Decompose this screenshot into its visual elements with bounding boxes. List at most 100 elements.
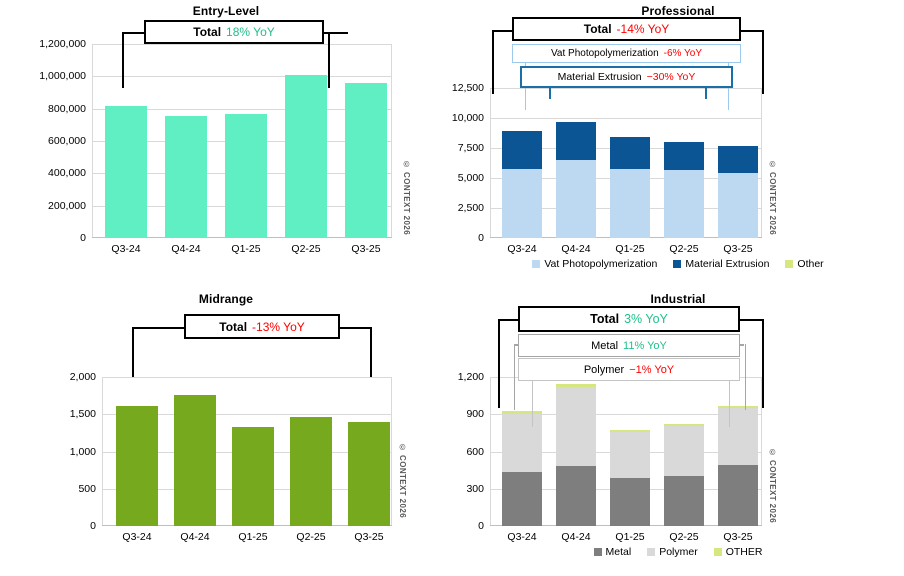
callout-value: -13% YoY — [252, 319, 305, 334]
segment-vat-photopolymerization — [718, 173, 758, 238]
y-tick-label: 900 — [466, 408, 484, 421]
callout-bracket-ind-total-top-left — [498, 319, 520, 321]
y-tick-label: 400,000 — [48, 167, 86, 180]
callout-pro-material-extrusion: Material Extrusion −30% YoY — [520, 66, 733, 88]
callout-ind-polymer: Polymer −1% YoY — [518, 358, 740, 381]
bar-q3-24 — [502, 410, 542, 526]
plot-professional: 12,500 10,000 7,500 5,000 2,500 0 — [452, 82, 762, 255]
y-tick-label: 1,200 — [457, 371, 484, 383]
watermark-copyright: © CONTEXT 2026 — [398, 443, 407, 519]
segment-material-extrusion — [718, 146, 758, 174]
y-tick-label: 2,500 — [457, 202, 484, 214]
x-tick-label: Q3-25 — [351, 243, 381, 255]
legend-swatch-icon — [785, 260, 794, 268]
segment-other — [556, 383, 596, 388]
legend-industrial: Metal Polymer OTHER — [452, 546, 904, 558]
segment-metal — [664, 476, 704, 526]
plot-entry-level: 1,200,000 1,000,000 800,000 600,000 400,… — [39, 38, 392, 255]
segment-other — [502, 410, 542, 414]
y-tick-label: 0 — [478, 232, 484, 244]
x-tick-label: Q2-25 — [296, 531, 326, 543]
legend-label: OTHER — [725, 546, 763, 558]
segment-polymer — [502, 413, 542, 472]
bar-q2-25 — [664, 423, 704, 526]
panel-title-industrial: Industrial — [650, 292, 706, 306]
y-tick-label: 5,000 — [457, 172, 484, 184]
callout-bracket-total-top-left — [492, 30, 514, 32]
y-tick-label: 200,000 — [48, 199, 86, 212]
bar-q1-25 — [225, 113, 267, 238]
x-tick-label: Q2-25 — [669, 531, 699, 543]
x-tick-label: Q1-25 — [615, 243, 645, 255]
x-tick-label: Q1-25 — [231, 243, 261, 255]
legend-label: Other — [797, 258, 824, 270]
x-tick-label: Q2-25 — [291, 243, 321, 255]
callout-bracket-ind-total — [498, 319, 764, 408]
segment-material-extrusion — [502, 131, 542, 169]
y-tick-label: 1,200,000 — [39, 38, 86, 50]
y-tick-label: 1,000 — [69, 445, 96, 458]
segment-polymer — [610, 432, 650, 479]
callout-value: −1% YoY — [629, 363, 675, 376]
bar-q3-24 — [502, 131, 542, 238]
bar-q1-25 — [232, 426, 274, 526]
bar-q4-24 — [556, 383, 596, 526]
y-tick-label: 1,000,000 — [39, 70, 86, 83]
y-tick-label: 12,500 — [451, 82, 484, 94]
legend-swatch-icon — [673, 260, 682, 268]
legend-item-material-extrusion: Material Extrusion — [673, 258, 769, 270]
segment-vat-photopolymerization — [556, 160, 596, 238]
segment-polymer — [556, 387, 596, 466]
plot-midrange: 2,000 1,500 1,000 500 0 Q3-24 Q4-24 Q1-2… — [70, 371, 392, 543]
callout-bracket-mex — [549, 77, 707, 99]
callout-value: 18% YoY — [226, 25, 275, 39]
bar-q2-25 — [285, 74, 327, 238]
y-tick-label: 600,000 — [48, 135, 86, 147]
callout-label: Vat Photopolymerization — [550, 48, 659, 59]
y-tick-label: 0 — [90, 520, 96, 532]
bar-q3-24 — [105, 106, 147, 238]
panel-title-midrange: Midrange — [198, 292, 254, 306]
bar-q2-25 — [664, 142, 704, 238]
y-tick-label: 300 — [466, 482, 484, 495]
callout-bracket-entry — [122, 32, 330, 88]
segment-metal — [718, 464, 758, 526]
callout-ind-metal: Metal 11% YoY — [518, 334, 740, 357]
panel-entry-level: Entry-Level Total 18% YoY 1,200,000 1,00… — [0, 0, 452, 288]
panel-title-entry-level: Entry-Level — [192, 4, 260, 18]
callout-bracket-midrange-top-left — [132, 327, 186, 329]
segment-polymer — [718, 408, 758, 465]
legend-item-vat-photopolymerization: Vat Photopolymerization — [532, 258, 657, 270]
callout-bracket-total-top-right — [740, 30, 762, 32]
bar-q3-25 — [718, 146, 758, 238]
x-tick-label: Q3-24 — [122, 531, 152, 543]
x-tick-label: Q4-24 — [561, 243, 591, 255]
segment-metal — [556, 466, 596, 526]
legend-item-polymer: Polymer — [647, 546, 698, 558]
legend-swatch-icon — [532, 260, 541, 268]
legend-swatch-icon — [713, 548, 722, 556]
bar-q4-24 — [165, 115, 207, 238]
x-tick-label: Q3-25 — [723, 243, 753, 255]
x-tick-label: Q4-24 — [171, 243, 201, 255]
y-tick-label: 10,000 — [451, 112, 484, 124]
callout-bracket-entry-top-left — [122, 32, 146, 34]
callout-label: Polymer — [583, 363, 625, 376]
callout-bracket-ind-metal — [514, 344, 746, 410]
segment-metal — [610, 478, 650, 526]
y-tick-label: 2,000 — [69, 371, 96, 383]
legend-label: Polymer — [659, 546, 698, 558]
bar-q2-25 — [290, 416, 332, 526]
callout-pro-vat: Vat Photopolymerization -6% YoY — [512, 44, 741, 63]
callout-value: 11% YoY — [623, 339, 667, 352]
bar-q3-24 — [116, 406, 158, 526]
panel-professional: Professional Total -14% YoY Vat Photopol… — [452, 0, 904, 288]
bar-q4-24 — [556, 121, 596, 238]
legend-label: Vat Photopolymerization — [544, 258, 658, 270]
legend-swatch-icon — [593, 548, 602, 556]
x-tick-label: Q4-24 — [180, 531, 210, 543]
bar-q4-24 — [174, 395, 216, 526]
y-tick-label: 0 — [478, 520, 484, 532]
y-tick-label: 500 — [78, 482, 96, 495]
